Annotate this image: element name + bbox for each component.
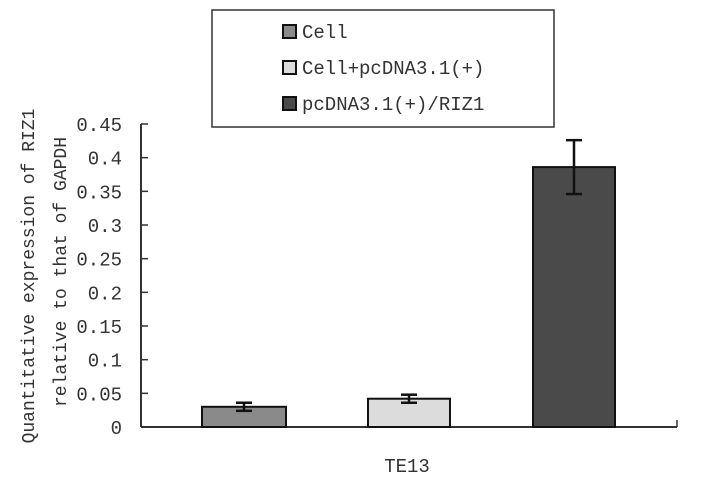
y-tick-label: 0.2 — [88, 283, 122, 305]
legend-swatch-cell — [282, 24, 297, 39]
legend-swatch-pcdna-riz1 — [282, 96, 297, 111]
legend-box — [211, 9, 555, 128]
legend-item-pcdna-riz1: pcDNA3.1(+)/RIZ1 — [282, 94, 484, 116]
x-category-label: TE13 — [384, 456, 430, 478]
legend-label-cell-pcdna: Cell+pcDNA3.1(+) — [302, 58, 484, 80]
y-tick-label: 0.45 — [76, 115, 122, 137]
y-tick-label: 0.3 — [88, 216, 122, 238]
y-axis-label-line2: relative to that of GAPDH — [52, 137, 72, 407]
legend-item-cell-pcdna: Cell+pcDNA3.1(+) — [282, 58, 484, 80]
y-axis-label-line1: Quantitative expression of RIZ1 — [20, 109, 40, 444]
legend-label-cell: Cell — [302, 22, 348, 44]
y-tick-label: 0 — [111, 418, 122, 440]
y-axis-label: Quantitative expression of RIZ1 relative… — [20, 109, 72, 444]
y-tick-label: 0.4 — [88, 149, 122, 171]
legend-swatch-cell-pcdna — [282, 60, 297, 75]
bars-group — [201, 138, 616, 429]
y-tick-label: 0.05 — [76, 384, 122, 406]
y-tick-label: 0.15 — [76, 317, 122, 339]
legend: Cell Cell+pcDNA3.1(+) pcDNA3.1(+)/RIZ1 — [211, 9, 555, 128]
y-tick-label: 0.35 — [76, 182, 122, 204]
legend-label-pcdna-riz1: pcDNA3.1(+)/RIZ1 — [302, 94, 484, 116]
y-tick-label: 0.25 — [76, 250, 122, 272]
legend-item-cell: Cell — [282, 22, 348, 44]
bar-3 — [532, 166, 616, 429]
y-tick-label: 0.1 — [88, 351, 122, 373]
y-axis-ticks: 0 0.05 0.1 0.15 0.2 0.25 0.3 0.35 0.4 0.45 — [76, 115, 148, 440]
